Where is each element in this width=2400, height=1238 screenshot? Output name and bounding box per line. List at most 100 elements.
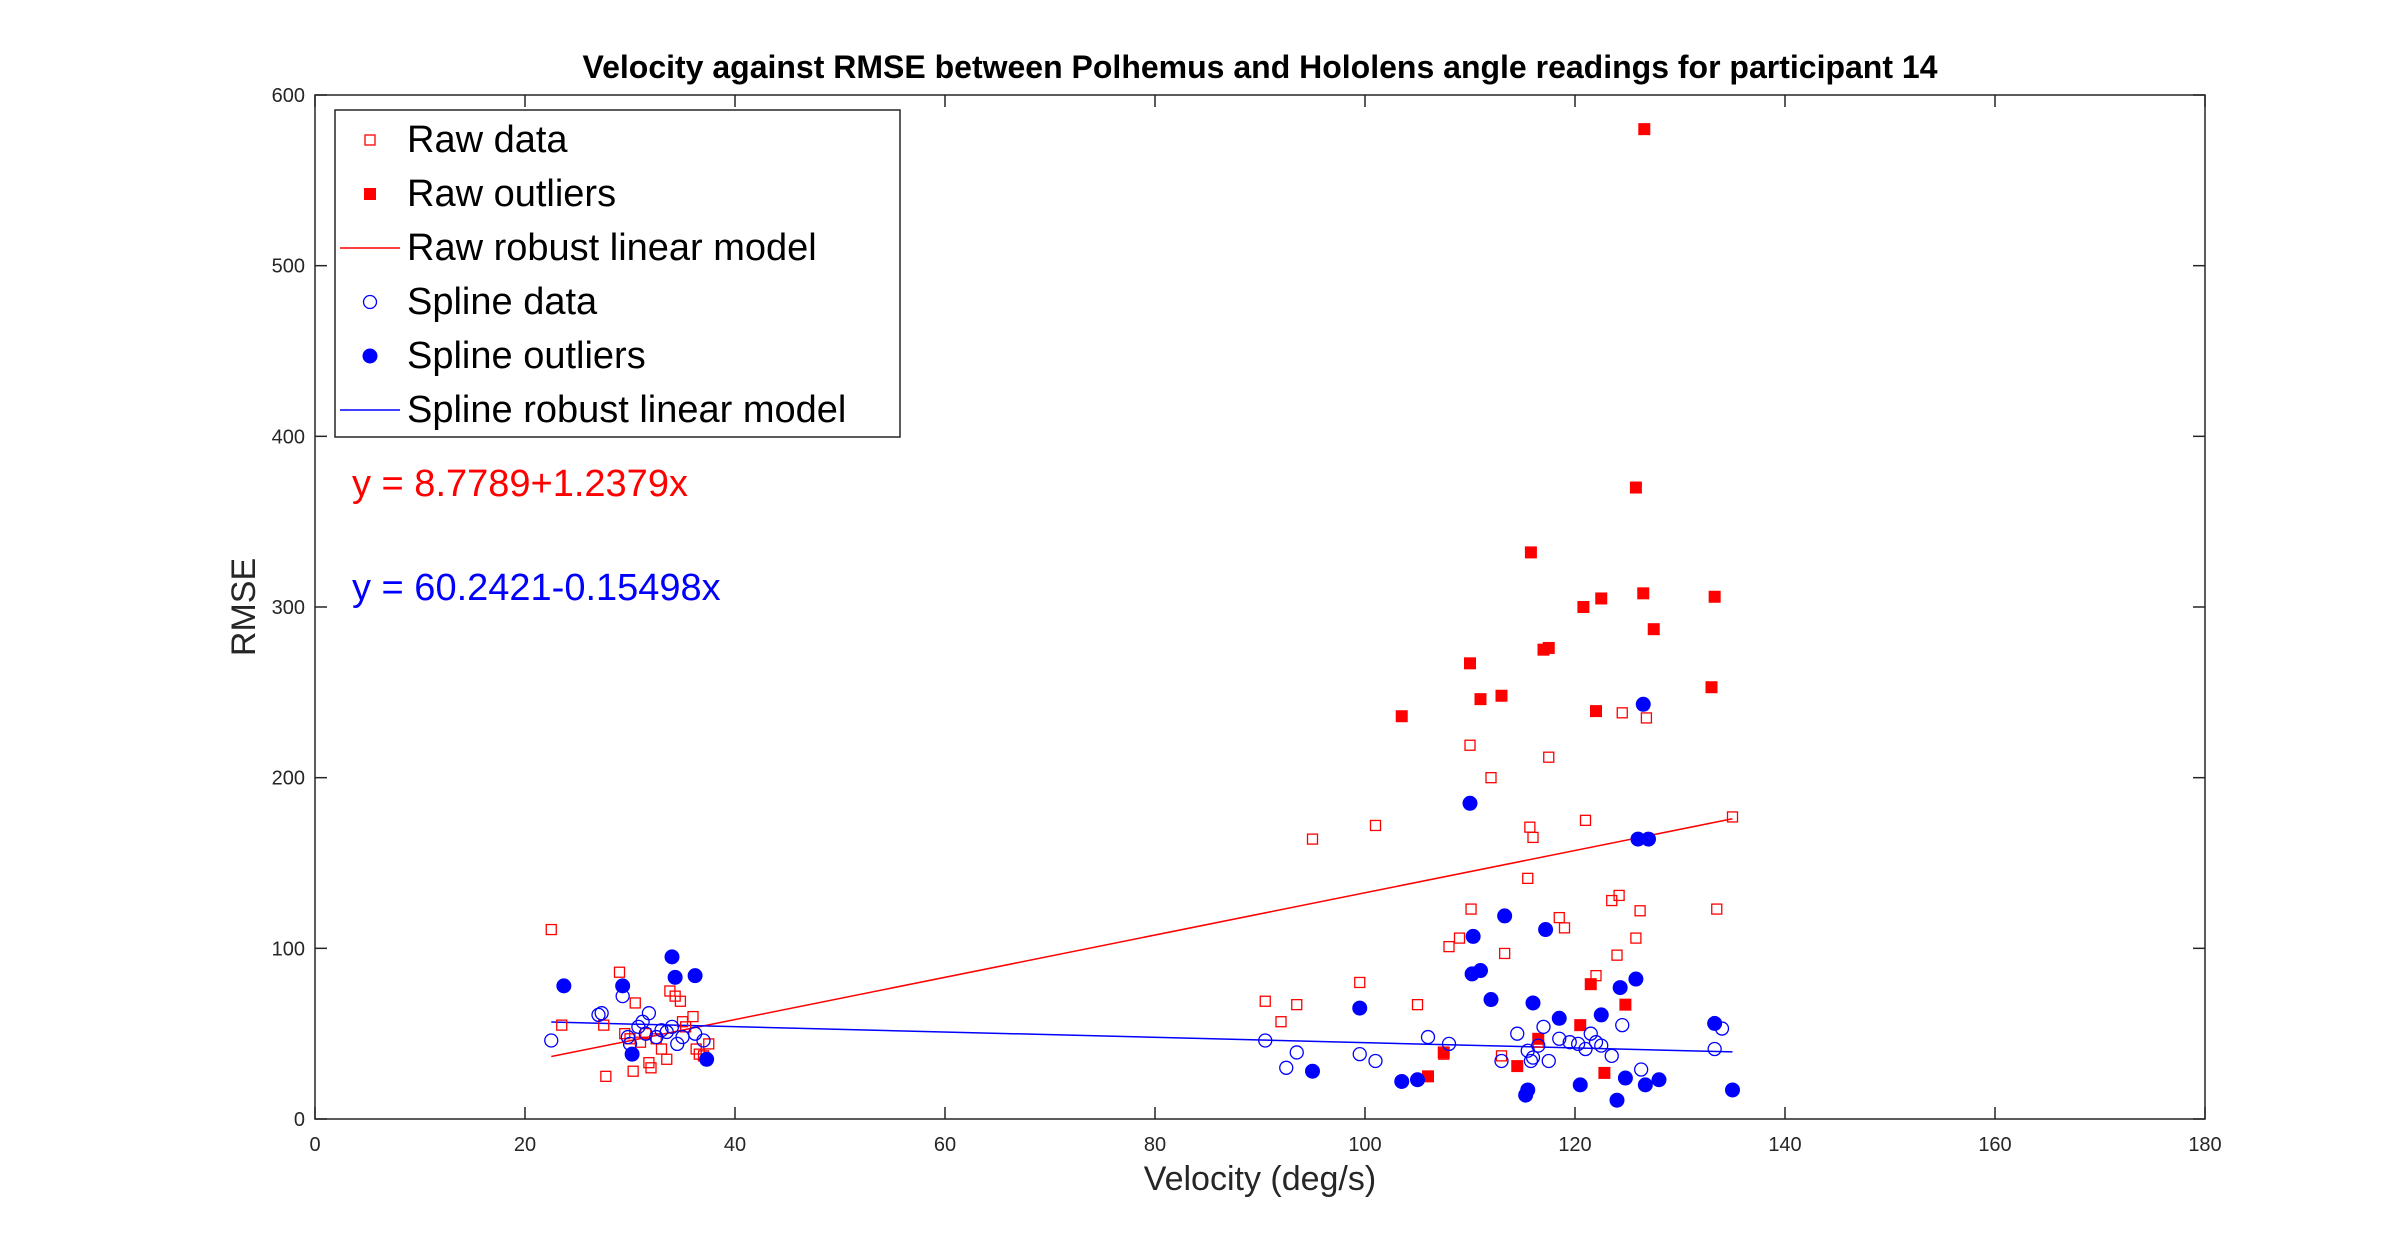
- spline-outliers-point: [1483, 992, 1499, 1008]
- raw-outliers-point: [1524, 546, 1537, 559]
- raw-robust-linear-model-line: [551, 818, 1733, 1058]
- raw-data-point: [661, 1053, 673, 1065]
- raw-data-point: [1613, 889, 1625, 902]
- spline-outliers-point: [1305, 1063, 1320, 1079]
- raw-data-point: [1411, 999, 1424, 1011]
- legend-spline-data-swatch: [362, 294, 378, 310]
- raw-data-point: [1527, 831, 1539, 844]
- raw-outliers-point: [1474, 693, 1487, 706]
- spline-fit-equation: y = 60.2421-0.15498x: [352, 567, 721, 609]
- y-tick-label: 400: [272, 426, 305, 448]
- y-tick-label: 0: [294, 1109, 305, 1131]
- raw-data-point: [1464, 739, 1476, 751]
- spline-outliers-point: [1593, 1007, 1609, 1023]
- axis-ticks: 0 20 40 60 80 100 120 140 160 180 0 100 200 300 400 500…: [272, 85, 2222, 1156]
- spline-data-point: [1525, 1050, 1541, 1065]
- spline-outliers-point: [667, 969, 683, 985]
- spline-outliers-point: [1612, 980, 1628, 996]
- raw-data-point: [545, 923, 557, 936]
- spline-data-point: [638, 1026, 653, 1041]
- y-tick-label: 600: [272, 85, 305, 107]
- chart-title: Velocity against RMSE between Polhemus a…: [583, 49, 1938, 85]
- spline-data-point: [659, 1024, 674, 1040]
- raw-data-point: [645, 1062, 657, 1074]
- spline-data-point: [1368, 1053, 1383, 1069]
- spline-data-point: [1352, 1046, 1367, 1062]
- spline-data-point: [1531, 1038, 1546, 1053]
- x-tick-label: 0: [309, 1134, 320, 1156]
- raw-outliers-point: [1464, 657, 1476, 670]
- y-axis-label: RMSE: [225, 558, 263, 656]
- spline-data-point: [1494, 1053, 1509, 1069]
- legend-raw-outliers-label: Raw outliers: [407, 173, 616, 215]
- spline-data-point: [1707, 1041, 1722, 1057]
- legend-raw-robust-linear-model-label: Raw robust linear model: [407, 227, 817, 269]
- raw-data-point: [1630, 932, 1642, 944]
- raw-outliers-point: [1574, 1019, 1587, 1032]
- raw-outliers-point: [1584, 978, 1597, 991]
- spline-outliers-point: [1637, 1077, 1653, 1093]
- raw-fit-equation: y = 8.7789+1.2379x: [352, 463, 688, 505]
- raw-outliers-point: [1629, 481, 1642, 494]
- raw-data-point: [1711, 903, 1723, 915]
- spline-data-point: [1583, 1026, 1598, 1041]
- raw-data-point: [1558, 922, 1571, 934]
- raw-data-point: [703, 1038, 715, 1050]
- x-tick-label: 120: [1558, 1134, 1591, 1156]
- spline-outliers-point: [1462, 795, 1478, 811]
- spline-data-point: [1279, 1060, 1294, 1075]
- spline-data-point: [696, 1033, 711, 1048]
- spline-outliers-point: [664, 949, 680, 965]
- spline-outliers-point: [1651, 1072, 1667, 1088]
- spline-outliers-point: [1609, 1092, 1625, 1108]
- raw-outliers-point: [1619, 998, 1632, 1011]
- spline-data-point: [1562, 1035, 1577, 1050]
- spline-outliers-point: [699, 1051, 715, 1067]
- raw-data-point: [1522, 872, 1534, 885]
- y-tick-label: 500: [272, 256, 305, 278]
- x-tick-label: 160: [1978, 1134, 2011, 1156]
- spline-data-point: [591, 1007, 606, 1023]
- spline-outliers-point: [615, 978, 631, 994]
- raw-data-point: [1616, 707, 1628, 719]
- raw-outliers-point: [1511, 1060, 1524, 1073]
- raw-data-point: [1640, 712, 1653, 724]
- spline-data-point: [620, 1029, 636, 1045]
- spline-data-point: [1615, 1017, 1630, 1033]
- raw-data-point: [1465, 903, 1477, 915]
- raw-outliers-point: [1705, 681, 1718, 694]
- x-tick-label: 140: [1768, 1134, 1801, 1156]
- raw-data-point: [627, 1065, 639, 1077]
- x-tick-label: 80: [1144, 1134, 1166, 1156]
- legend-box: [334, 109, 901, 438]
- raw-data-point: [1495, 1050, 1508, 1062]
- spline-outliers-point: [1473, 963, 1488, 979]
- legend-raw-data-label: Raw data: [407, 119, 568, 161]
- spline-outliers-point: [1551, 1010, 1567, 1026]
- legend-spline-outliers-swatch: [362, 348, 378, 364]
- raw-outliers-point: [1647, 623, 1660, 636]
- spline-outliers-point: [1641, 831, 1656, 847]
- spline-outliers-point: [1520, 1082, 1536, 1098]
- spline-data-point: [1523, 1053, 1539, 1069]
- spline-outliers-point: [1617, 1070, 1633, 1086]
- raw-data-point: [1259, 995, 1271, 1007]
- raw-data-point: [1543, 751, 1555, 763]
- raw-outliers-point: [1638, 123, 1651, 136]
- raw-data-point: [613, 966, 626, 978]
- raw-outliers-point: [1708, 590, 1721, 603]
- raw-data-point: [1485, 772, 1497, 784]
- spline-outliers-point: [1707, 1015, 1723, 1031]
- raw-data-point: [674, 995, 687, 1007]
- spline-data-point: [1578, 1041, 1593, 1057]
- raw-data-point: [1634, 905, 1646, 917]
- spline-outliers-point: [1572, 1077, 1588, 1093]
- raw-outliers-point: [1598, 1066, 1611, 1079]
- spline-outliers-point: [1410, 1072, 1425, 1088]
- x-axis-label: Velocity (deg/s): [1144, 1160, 1376, 1198]
- legend-spline-outliers-label: Spline outliers: [407, 335, 646, 377]
- spline-outliers-point: [1352, 1000, 1368, 1016]
- data-points: [544, 123, 1740, 1108]
- spline-data-point: [1258, 1033, 1273, 1048]
